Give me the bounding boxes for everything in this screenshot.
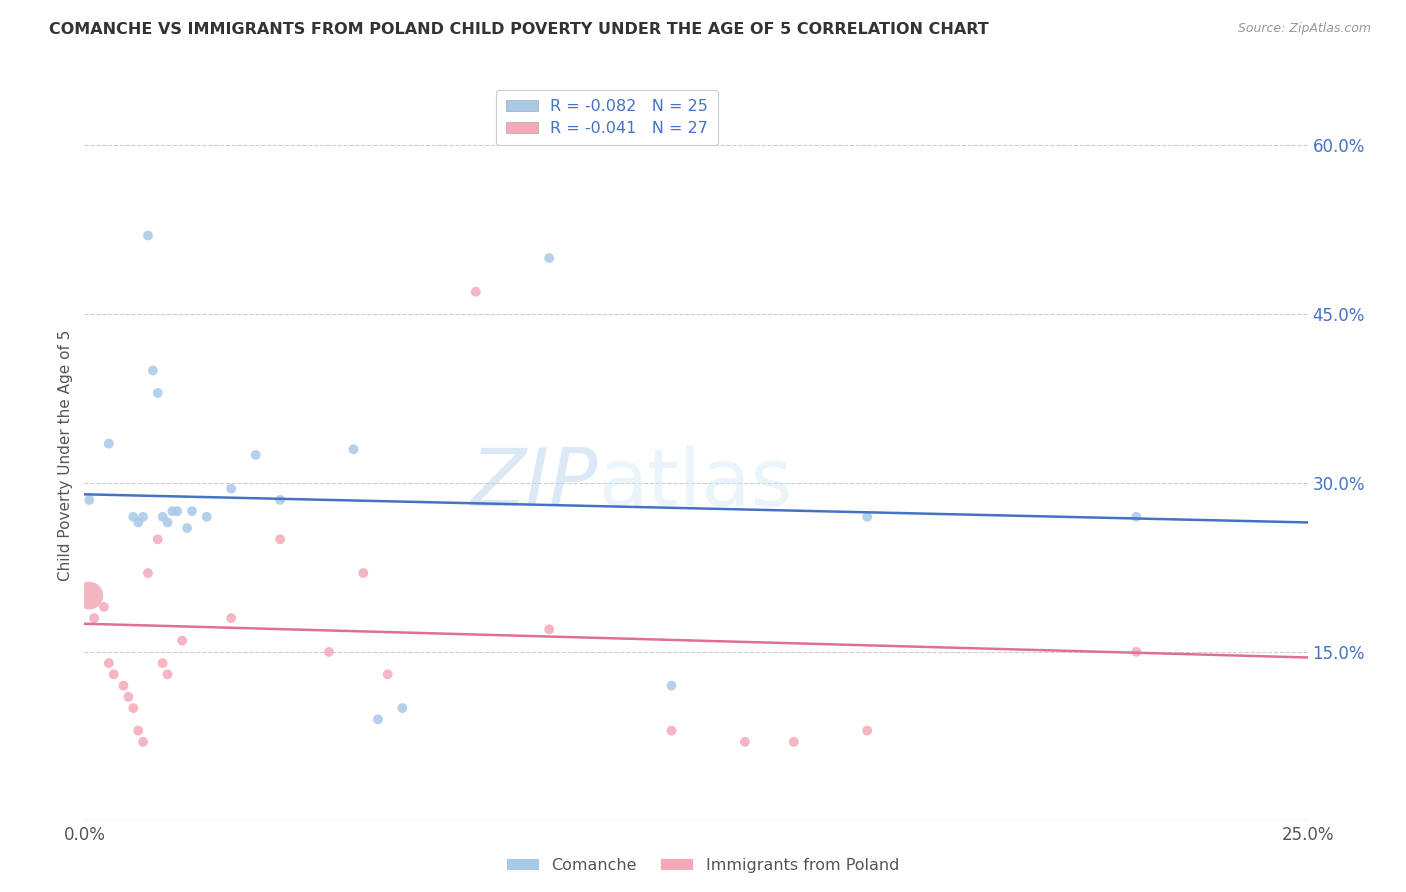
Point [391, 701, 413, 715]
Point [661, 723, 683, 738]
Point [245, 448, 267, 462]
Point [856, 723, 879, 738]
Y-axis label: Child Poverty Under the Age of 5: Child Poverty Under the Age of 5 [58, 329, 73, 581]
Point [352, 566, 374, 580]
Point [162, 504, 184, 518]
Point [117, 690, 139, 704]
Point [136, 566, 159, 580]
Point [152, 509, 174, 524]
Point [195, 509, 218, 524]
Point [77, 589, 100, 603]
Point [172, 633, 194, 648]
Point [146, 386, 169, 401]
Point [127, 723, 149, 738]
Point [152, 656, 174, 670]
Point [269, 492, 291, 507]
Legend: Comanche, Immigrants from Poland: Comanche, Immigrants from Poland [501, 852, 905, 880]
Text: ZIP: ZIP [471, 445, 598, 524]
Point [318, 645, 340, 659]
Point [181, 504, 204, 518]
Legend: R = -0.082   N = 25, R = -0.041   N = 27: R = -0.082 N = 25, R = -0.041 N = 27 [496, 90, 718, 145]
Point [122, 701, 145, 715]
Point [269, 533, 291, 547]
Text: COMANCHE VS IMMIGRANTS FROM POLAND CHILD POVERTY UNDER THE AGE OF 5 CORRELATION : COMANCHE VS IMMIGRANTS FROM POLAND CHILD… [49, 22, 988, 37]
Point [783, 735, 806, 749]
Point [1125, 509, 1147, 524]
Point [93, 599, 115, 614]
Point [127, 516, 149, 530]
Point [661, 679, 683, 693]
Point [219, 611, 242, 625]
Point [156, 516, 179, 530]
Point [132, 509, 155, 524]
Point [176, 521, 198, 535]
Text: atlas: atlas [598, 445, 793, 524]
Point [97, 656, 120, 670]
Point [77, 492, 100, 507]
Point [136, 228, 159, 243]
Point [367, 712, 389, 726]
Text: Source: ZipAtlas.com: Source: ZipAtlas.com [1237, 22, 1371, 36]
Point [97, 436, 120, 450]
Point [377, 667, 399, 681]
Point [538, 623, 561, 637]
Point [538, 251, 561, 265]
Point [156, 667, 179, 681]
Point [1125, 645, 1147, 659]
Point [219, 482, 242, 496]
Point [342, 442, 364, 457]
Point [142, 363, 165, 377]
Point [112, 679, 135, 693]
Point [856, 509, 879, 524]
Point [464, 285, 486, 299]
Point [132, 735, 155, 749]
Point [122, 509, 145, 524]
Point [166, 504, 188, 518]
Point [734, 735, 756, 749]
Point [83, 611, 105, 625]
Point [146, 533, 169, 547]
Point [103, 667, 125, 681]
